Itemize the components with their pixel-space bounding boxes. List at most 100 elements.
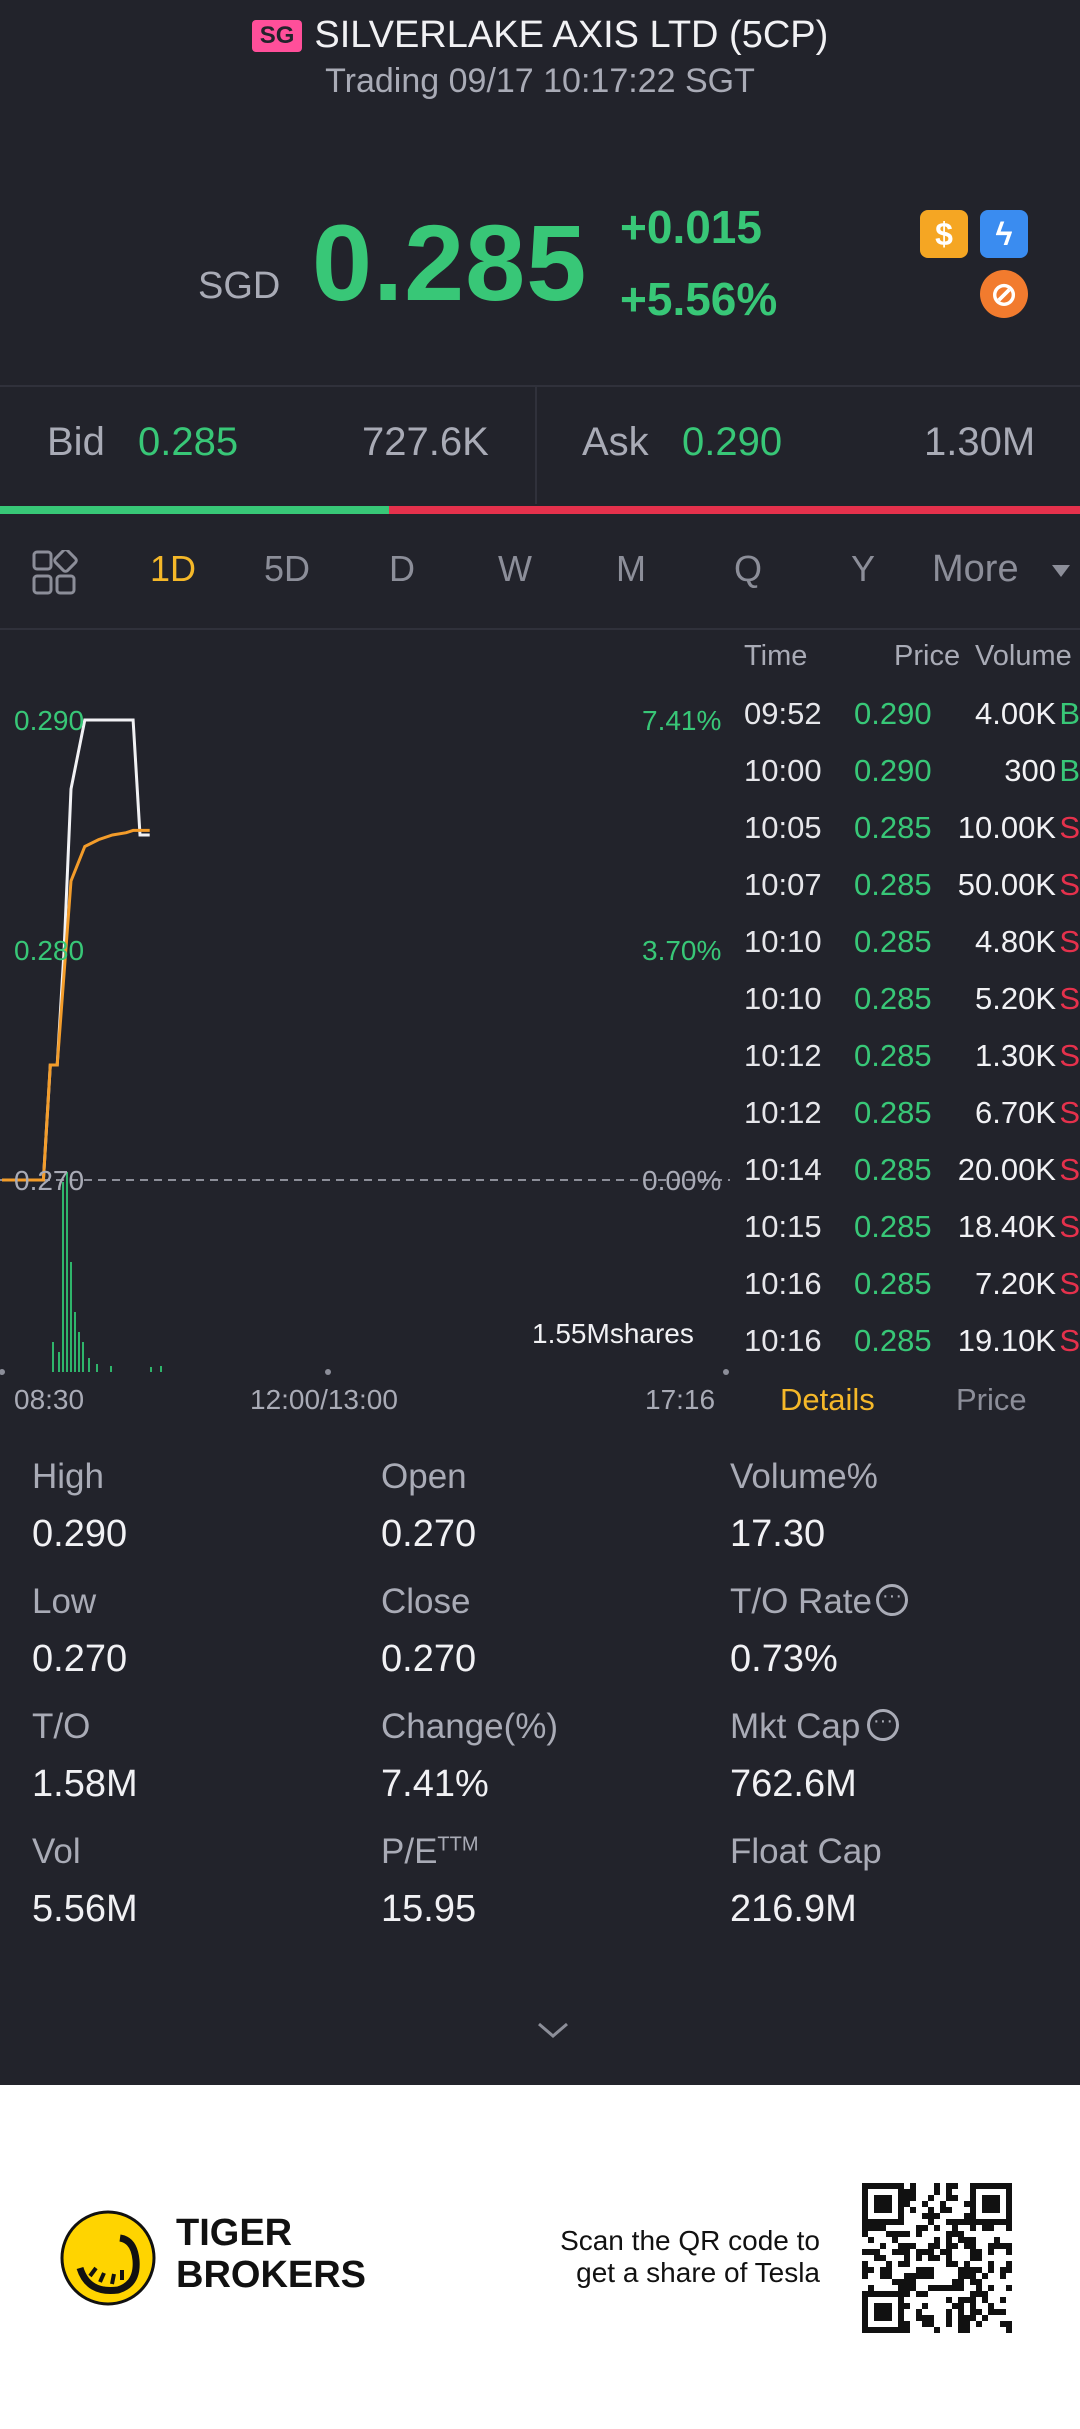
axis-dot xyxy=(325,1369,331,1375)
ask-price: 0.290 xyxy=(682,420,783,464)
trade-time: 10:10 xyxy=(744,924,822,959)
trade-time: 09:52 xyxy=(744,696,822,731)
x-label-close: 17:16 xyxy=(645,1384,716,1415)
brand-line1: TIGER xyxy=(176,2212,293,2254)
grid-menu-icon[interactable] xyxy=(32,548,78,596)
pct-label-mid: 3.70% xyxy=(642,935,722,966)
trade-side: S xyxy=(1059,924,1080,959)
stat-changepct-label: Change(%) xyxy=(381,1707,559,1746)
stat-floatcap-label: Float Cap xyxy=(730,1832,882,1871)
volume-bar xyxy=(160,1366,162,1372)
trade-row: 10:00 0.290 300 B xyxy=(744,753,1080,810)
trade-volume: 20.00K xyxy=(957,1152,1056,1187)
trade-price: 0.285 xyxy=(854,924,932,959)
tab-w[interactable]: W xyxy=(498,548,532,589)
trade-price: 0.290 xyxy=(854,753,932,788)
stat-mktcap: 762.6M xyxy=(730,1763,857,1805)
trade-side: B xyxy=(1059,696,1080,731)
pe-label-sup: TTM xyxy=(437,1833,479,1856)
volume-bar xyxy=(150,1367,152,1372)
axis-dot xyxy=(0,1369,5,1375)
stat-open-label: Open xyxy=(381,1457,467,1496)
stat-to: 1.58M xyxy=(32,1763,138,1805)
volume-bar xyxy=(110,1366,112,1372)
divider xyxy=(535,386,537,504)
volume-bar xyxy=(52,1342,54,1372)
trade-price: 0.285 xyxy=(854,1095,932,1130)
stat-torate: 0.73% xyxy=(730,1638,838,1680)
qr-code-icon xyxy=(862,2183,1012,2333)
tab-5d[interactable]: 5D xyxy=(264,548,311,589)
promo-line1: Scan the QR code to xyxy=(560,2225,820,2256)
trade-price: 0.285 xyxy=(854,1266,932,1301)
volume-total-label: 1.55Mshares xyxy=(532,1318,694,1349)
tab-more[interactable]: More xyxy=(932,548,1019,590)
trade-side: S xyxy=(1059,867,1080,902)
tab-d[interactable]: D xyxy=(389,548,415,589)
margin-icon[interactable]: ⊘ xyxy=(980,270,1028,318)
price-change-pct: +5.56% xyxy=(620,273,778,325)
ask-size: 1.30M xyxy=(924,420,1036,464)
volume-bar xyxy=(82,1342,84,1372)
trade-price: 0.285 xyxy=(854,981,932,1016)
trade-volume: 10.00K xyxy=(957,810,1056,845)
trade-time: 10:10 xyxy=(744,981,822,1016)
title-row: SG SILVERLAKE AXIS LTD (5CP) xyxy=(0,14,1080,57)
brand-line2: BROKERS xyxy=(176,2254,367,2296)
dollar-icon[interactable]: $ xyxy=(920,210,968,258)
bid-label: Bid xyxy=(47,420,105,464)
trade-volume: 300 xyxy=(1004,753,1056,788)
trade-price: 0.285 xyxy=(854,1038,932,1073)
y-label-mid: 0.280 xyxy=(14,935,85,966)
trade-side: S xyxy=(1059,1152,1080,1187)
tab-details[interactable]: Details xyxy=(780,1382,875,1417)
bid-price: 0.285 xyxy=(138,420,239,464)
flash-icon[interactable]: ϟ xyxy=(980,210,1028,258)
trade-side: S xyxy=(1059,1323,1080,1358)
tab-m[interactable]: M xyxy=(616,548,646,589)
volume-bar xyxy=(96,1364,98,1372)
volume-bar xyxy=(70,1262,72,1372)
divider xyxy=(0,628,1080,630)
trade-volume: 5.20K xyxy=(974,981,1056,1016)
trade-row: 10:16 0.285 7.20K S xyxy=(744,1266,1080,1323)
trade-volume: 4.80K xyxy=(974,924,1056,959)
expand-chevron-icon[interactable] xyxy=(536,2020,568,2044)
tab-q[interactable]: Q xyxy=(734,548,763,589)
trade-time: 10:16 xyxy=(744,1323,822,1358)
promo-footer: TIGER BROKERS Scan the QR code to get a … xyxy=(0,2085,1080,2429)
bid-ratio-fill xyxy=(0,506,389,514)
trade-row: 09:52 0.290 4.00K B xyxy=(744,696,1080,753)
more-info-icon[interactable]: ··· xyxy=(876,1584,908,1616)
stat-close: 0.270 xyxy=(381,1638,477,1680)
trade-price: 0.290 xyxy=(854,696,932,731)
tab-price[interactable]: Price xyxy=(956,1382,1027,1417)
trade-row: 10:15 0.285 18.40K S xyxy=(744,1209,1080,1266)
stat-low-label: Low xyxy=(32,1582,97,1621)
stat-changepct: 7.41% xyxy=(381,1763,489,1805)
stat-volpct: 17.30 xyxy=(730,1513,826,1555)
volume-bar xyxy=(88,1358,90,1372)
chevron-down-icon[interactable] xyxy=(1052,565,1070,577)
brand-name: TIGER BROKERS xyxy=(176,2212,366,2296)
volume-bar xyxy=(62,1182,64,1372)
pct-label-high: 7.41% xyxy=(642,705,722,736)
trade-row: 10:10 0.285 5.20K S xyxy=(744,981,1080,1038)
axis-dot xyxy=(723,1369,729,1375)
x-label-mid: 12:00/13:00 xyxy=(250,1384,398,1415)
volume-bar xyxy=(78,1332,80,1372)
stat-volpct-label: Volume% xyxy=(730,1457,878,1496)
trade-row: 10:07 0.285 50.00K S xyxy=(744,867,1080,924)
stat-pe: 15.95 xyxy=(381,1888,477,1930)
trade-time: 10:07 xyxy=(744,867,822,902)
trade-side: S xyxy=(1059,1038,1080,1073)
tab-y[interactable]: Y xyxy=(851,548,876,589)
currency-label: SGD xyxy=(198,265,281,307)
intraday-chart[interactable] xyxy=(0,630,735,1380)
trade-price: 0.285 xyxy=(854,1209,932,1244)
y-label-low: 0.270 xyxy=(14,1165,85,1196)
tab-1d[interactable]: 1D xyxy=(150,548,197,589)
stat-low: 0.270 xyxy=(32,1638,128,1680)
more-info-icon[interactable]: ··· xyxy=(867,1709,899,1741)
trade-time: 10:14 xyxy=(744,1152,822,1187)
